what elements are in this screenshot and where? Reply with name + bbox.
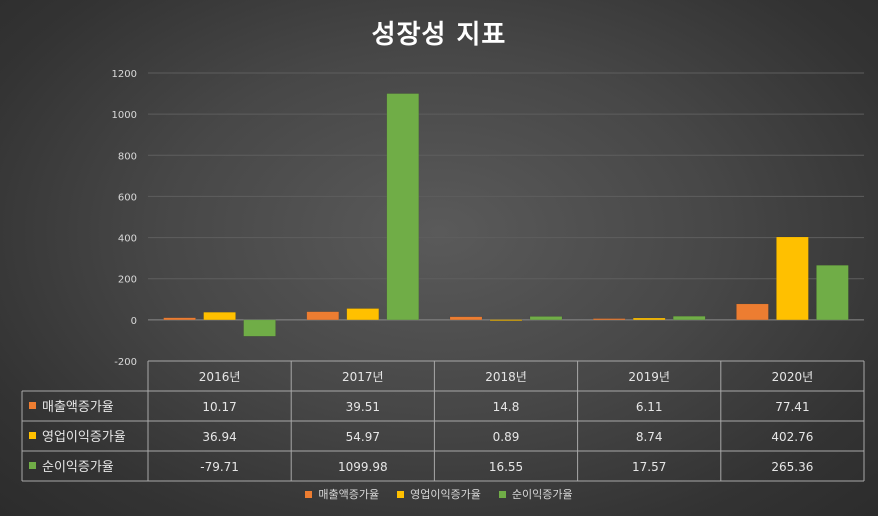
y-tick-label: 800 bbox=[118, 151, 137, 162]
data-value-label: 39.51 bbox=[346, 400, 380, 414]
data-value-label: 36.94 bbox=[202, 430, 236, 444]
series-name: 영업이익증가율 bbox=[42, 430, 126, 445]
category-label: 2018년 bbox=[485, 370, 527, 384]
legend-label: 순이익증가율 bbox=[511, 488, 573, 501]
series-key bbox=[29, 432, 36, 439]
data-value-label: 17.57 bbox=[632, 460, 666, 474]
y-tick-label: 400 bbox=[118, 234, 137, 245]
series-key bbox=[29, 402, 36, 409]
series-name: 매출액증가율 bbox=[42, 400, 114, 415]
data-value-label: 402.76 bbox=[771, 430, 813, 444]
bar bbox=[529, 316, 563, 321]
data-value-label: 6.11 bbox=[636, 400, 663, 414]
data-value-label: 265.36 bbox=[771, 460, 813, 474]
bar bbox=[489, 319, 523, 321]
bar bbox=[163, 317, 196, 321]
series-name: 순이익증가율 bbox=[42, 460, 114, 475]
legend: 매출액증가율 영업이익증가율 순이익증가율 bbox=[0, 486, 878, 502]
category-label: 2016년 bbox=[199, 370, 241, 384]
legend-label: 매출액증가율 bbox=[318, 488, 380, 501]
data-value-label: 0.89 bbox=[493, 430, 520, 444]
bar bbox=[816, 265, 849, 321]
data-value-label: 8.74 bbox=[636, 430, 663, 444]
data-value-label: 10.17 bbox=[202, 400, 236, 414]
data-value-label: 77.41 bbox=[775, 400, 809, 414]
data-value-label: -79.71 bbox=[200, 460, 239, 474]
y-tick-label: -200 bbox=[114, 357, 137, 368]
data-value-label: 1099.98 bbox=[338, 460, 388, 474]
bar bbox=[306, 311, 340, 321]
bar bbox=[243, 319, 276, 337]
series-key bbox=[29, 462, 36, 469]
data-value-label: 54.97 bbox=[346, 430, 380, 444]
legend-item: 매출액증가율 bbox=[305, 486, 379, 502]
legend-swatch bbox=[498, 490, 506, 498]
category-label: 2019년 bbox=[628, 370, 670, 384]
bar bbox=[736, 303, 769, 321]
bar bbox=[386, 93, 420, 321]
bar bbox=[672, 315, 706, 321]
legend-swatch bbox=[305, 490, 313, 498]
y-tick-label: 600 bbox=[118, 192, 137, 203]
bar bbox=[346, 308, 380, 321]
y-tick-label: 1000 bbox=[112, 110, 137, 121]
y-tick-label: 1200 bbox=[112, 69, 137, 80]
legend-swatch bbox=[397, 490, 405, 498]
data-value-label: 14.8 bbox=[493, 400, 520, 414]
bar bbox=[632, 317, 666, 321]
bar bbox=[203, 312, 236, 321]
legend-label: 영업이익증가율 bbox=[410, 488, 481, 501]
legend-item: 순이익증가율 bbox=[498, 486, 573, 502]
bar bbox=[776, 236, 809, 321]
chart-title: 성장성 지표 bbox=[371, 20, 507, 50]
bar bbox=[592, 318, 626, 321]
category-label: 2017년 bbox=[342, 370, 384, 384]
data-value-label: 16.55 bbox=[489, 460, 523, 474]
y-tick-label: 0 bbox=[131, 316, 137, 327]
legend-item: 영업이익증가율 bbox=[397, 486, 481, 502]
y-tick-label: 200 bbox=[118, 275, 137, 286]
category-label: 2020년 bbox=[772, 370, 814, 384]
bar bbox=[449, 316, 483, 321]
